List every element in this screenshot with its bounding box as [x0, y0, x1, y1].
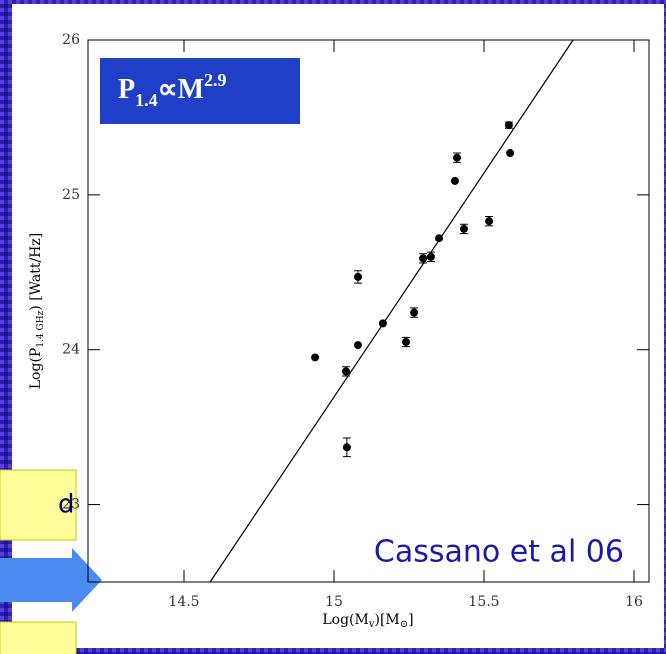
x-tick-label: 15: [325, 594, 343, 610]
plot-frame: [87, 39, 650, 583]
side-box: [0, 621, 77, 654]
point: [419, 254, 428, 263]
point: [354, 341, 362, 350]
point: [410, 308, 419, 317]
point: [342, 443, 351, 452]
inset-label: P1.4∝M2.9: [118, 70, 227, 110]
point: [435, 234, 443, 243]
point: [459, 224, 468, 233]
point: [342, 367, 350, 376]
point: [311, 353, 320, 362]
y-axis-label: Log(P1.4 GHz) [Watt/Hz]: [28, 233, 46, 389]
point: [450, 176, 459, 185]
credit: Cassano et al 06: [374, 535, 624, 570]
x-axis-label: Log(Mv)[M⊙]: [322, 612, 413, 630]
point: [354, 272, 362, 281]
fit-line: [209, 39, 574, 583]
y-tick-label: 25: [62, 187, 80, 203]
point: [426, 252, 435, 261]
y-tick-label: 23: [62, 497, 80, 513]
side-box: [0, 469, 77, 541]
point: [504, 121, 513, 130]
x-tick-label: 16: [625, 594, 643, 610]
point: [506, 149, 515, 158]
inset-box: [100, 58, 300, 124]
point: [402, 337, 410, 346]
point: [453, 153, 461, 162]
side-fragment: d: [58, 490, 75, 520]
point: [378, 319, 387, 328]
y-tick-label: 24: [62, 342, 80, 358]
point: [485, 217, 494, 226]
y-tick-label: 26: [62, 32, 80, 48]
x-tick-label: 15.5: [468, 594, 499, 610]
arrow: [0, 548, 102, 612]
x-tick-label: 14.5: [168, 594, 199, 610]
